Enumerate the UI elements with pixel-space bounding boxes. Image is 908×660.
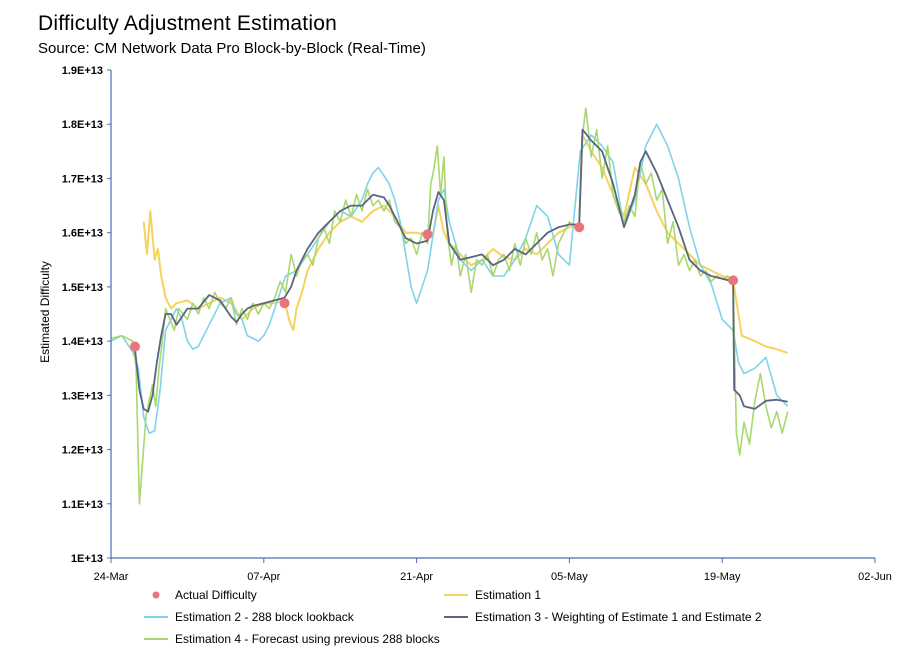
y-tick-label: 1.7E+13 bbox=[62, 173, 103, 185]
y-tick-label: 1.8E+13 bbox=[62, 119, 103, 131]
legend-marker bbox=[152, 591, 160, 599]
actual-difficulty-point bbox=[728, 275, 739, 286]
axes: 1E+13 1.1E+13 1.2E+13 1.3E+13 1.4E+13 1.5E+13… bbox=[62, 65, 892, 583]
x-tick-label: 19-May bbox=[704, 571, 741, 583]
series-line-4 bbox=[110, 107, 789, 505]
y-tick-label: 1.5E+13 bbox=[62, 282, 103, 294]
legend-label: Actual Difficulty bbox=[175, 588, 257, 602]
y-tick-label: 1.9E+13 bbox=[62, 65, 103, 77]
legend-label: Estimation 2 - 288 block lookback bbox=[175, 610, 355, 624]
legend-label: Estimation 4 - Forecast using previous 2… bbox=[175, 632, 440, 646]
plot-markers bbox=[130, 222, 739, 352]
y-tick-label: 1E+13 bbox=[71, 553, 103, 565]
series-line-2 bbox=[110, 123, 789, 435]
chart-title: Difficulty Adjustment Estimation bbox=[38, 12, 337, 35]
x-tick-label: 24-Mar bbox=[94, 571, 129, 583]
x-tick-label: 07-Apr bbox=[247, 571, 280, 583]
plot-lines bbox=[110, 107, 789, 505]
legend-label: Estimation 3 - Weighting of Estimate 1 a… bbox=[475, 610, 762, 624]
y-tick-label: 1.4E+13 bbox=[62, 336, 103, 348]
actual-difficulty-point bbox=[422, 229, 433, 240]
actual-difficulty-point bbox=[279, 298, 290, 309]
actual-difficulty-point bbox=[130, 341, 141, 352]
series-line-3 bbox=[134, 128, 788, 413]
y-tick-label: 1.2E+13 bbox=[62, 445, 103, 457]
y-tick-label: 1.1E+13 bbox=[62, 499, 103, 511]
y-axis-title: Estimated Difficulty bbox=[38, 261, 52, 363]
x-tick-label: 21-Apr bbox=[400, 571, 433, 583]
y-tick-label: 1.3E+13 bbox=[62, 390, 103, 402]
series-line-1 bbox=[142, 134, 789, 354]
x-tick-label: 05-May bbox=[551, 571, 588, 583]
legend-label: Estimation 1 bbox=[475, 588, 541, 602]
legend: Actual Difficulty Estimation 1 Estimation … bbox=[144, 588, 762, 646]
x-tick-label: 02-Jun bbox=[858, 571, 892, 583]
y-tick-label: 1.6E+13 bbox=[62, 228, 103, 240]
actual-difficulty-point bbox=[574, 222, 585, 233]
chart-subtitle: Source: CM Network Data Pro Block-by-Blo… bbox=[38, 40, 426, 57]
